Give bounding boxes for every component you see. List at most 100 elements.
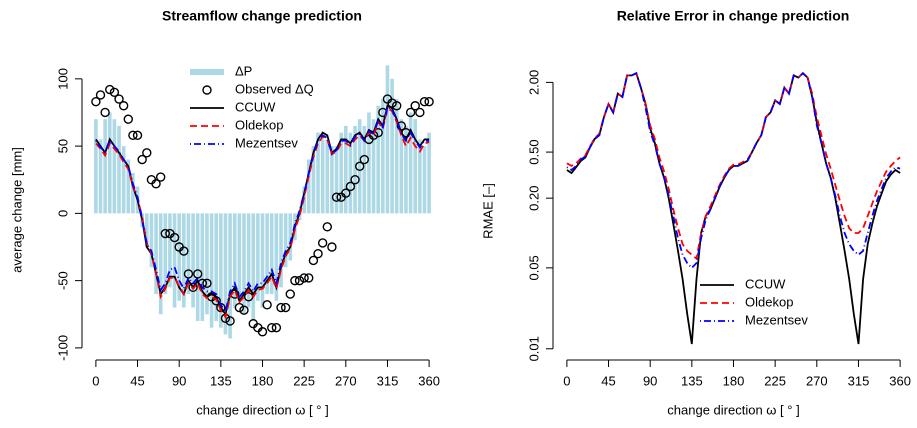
bar	[223, 213, 228, 335]
point	[350, 175, 360, 185]
x-tick-label: 270	[335, 373, 357, 388]
point	[183, 269, 194, 279]
point	[396, 121, 407, 131]
series-line	[95, 105, 430, 314]
bar	[112, 119, 117, 214]
series-line	[566, 71, 901, 270]
bar	[348, 132, 353, 214]
bar	[325, 139, 330, 214]
point	[354, 161, 365, 171]
point	[91, 97, 101, 107]
bar	[316, 132, 320, 214]
legend-label: ΔP	[235, 63, 252, 78]
bar	[288, 213, 293, 261]
bar	[246, 213, 251, 308]
point	[95, 90, 106, 100]
bar	[427, 132, 431, 214]
bar	[219, 213, 223, 328]
point	[137, 154, 147, 165]
y-tick-label: 0.05	[526, 255, 541, 280]
point	[142, 148, 152, 158]
point	[276, 302, 286, 313]
bar	[376, 105, 381, 214]
point	[169, 232, 180, 243]
chart-title: Relative Error in change prediction	[617, 8, 850, 24]
x-tick-label: 180	[252, 373, 274, 388]
bar	[390, 78, 394, 214]
bar	[168, 213, 172, 288]
legend-label: Oldekop	[745, 294, 793, 309]
point	[262, 300, 272, 310]
legend-label: CCUW	[235, 99, 276, 114]
bar	[131, 173, 135, 214]
point	[151, 179, 161, 189]
bar	[200, 213, 205, 321]
point	[132, 130, 143, 141]
bar	[265, 213, 269, 295]
bar	[251, 213, 256, 321]
y-tick-label: 0.50	[526, 139, 541, 164]
point	[193, 269, 203, 279]
bar	[339, 132, 343, 214]
bar	[353, 125, 357, 214]
point	[160, 228, 171, 239]
point	[202, 278, 212, 289]
legend-label: Oldekop	[235, 117, 283, 132]
legend-swatch	[202, 85, 212, 95]
bar	[126, 159, 131, 214]
bar	[117, 125, 121, 214]
legend-label: Mezentsev	[235, 135, 298, 150]
bar	[228, 213, 232, 339]
point	[313, 249, 323, 259]
x-tick-label: 90	[172, 373, 186, 388]
bar	[297, 213, 302, 221]
point	[179, 246, 189, 256]
bar	[256, 213, 260, 301]
bar	[320, 139, 325, 214]
bar	[357, 119, 362, 214]
y-tick-label: -100	[55, 335, 70, 361]
bar	[381, 99, 385, 214]
bar	[98, 139, 103, 214]
bar	[334, 146, 339, 214]
point	[290, 275, 300, 286]
bar	[182, 213, 186, 308]
bar	[404, 125, 408, 214]
bar	[399, 119, 404, 214]
point	[285, 289, 295, 299]
point	[280, 302, 291, 313]
y-tick-label: 100	[55, 68, 70, 90]
point	[294, 275, 305, 286]
bar	[242, 213, 246, 315]
y-tick-label: 0	[55, 210, 70, 217]
point	[105, 84, 115, 95]
bar	[94, 119, 98, 214]
x-tick-label: 360	[889, 373, 911, 388]
point	[109, 87, 120, 97]
point	[327, 242, 337, 252]
point	[225, 316, 235, 326]
point	[100, 107, 110, 118]
point	[128, 130, 138, 141]
bar	[107, 112, 112, 214]
bar	[330, 146, 334, 214]
point	[424, 97, 434, 107]
bar	[362, 125, 367, 214]
y-tick-label: 0.20	[526, 186, 541, 211]
point	[392, 101, 402, 111]
bar	[191, 213, 195, 308]
bar	[205, 213, 209, 315]
bar	[371, 119, 376, 214]
bar	[237, 213, 242, 301]
x-tick-label: 45	[130, 373, 144, 388]
bar	[367, 112, 371, 214]
bar	[195, 213, 200, 321]
point	[410, 101, 420, 111]
point	[387, 98, 397, 108]
bar	[158, 213, 163, 315]
chart-title: Streamflow change prediction	[162, 8, 362, 24]
bar	[413, 119, 418, 214]
bar	[144, 213, 149, 247]
x-tick-label: 360	[418, 373, 440, 388]
